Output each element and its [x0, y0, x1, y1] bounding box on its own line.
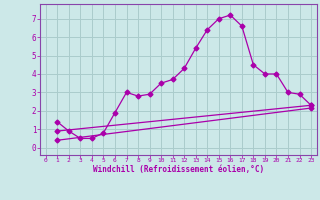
X-axis label: Windchill (Refroidissement éolien,°C): Windchill (Refroidissement éolien,°C)	[93, 165, 264, 174]
